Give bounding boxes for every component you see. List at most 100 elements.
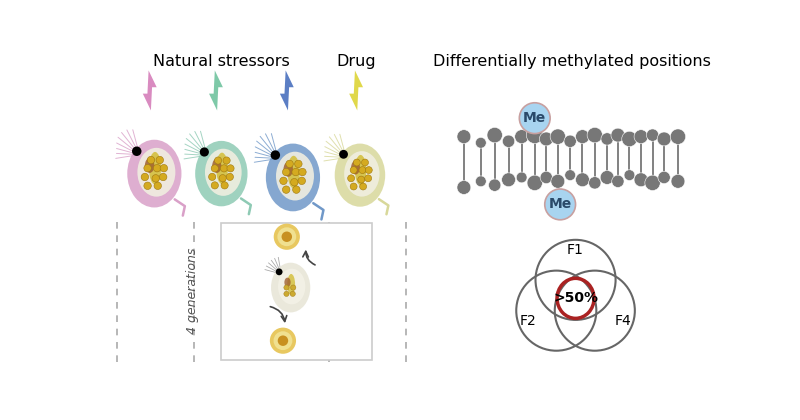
Circle shape — [527, 175, 542, 191]
Circle shape — [645, 175, 660, 191]
Circle shape — [359, 167, 366, 173]
Circle shape — [612, 175, 624, 187]
Text: 4 generations: 4 generations — [186, 247, 199, 334]
Circle shape — [502, 135, 514, 147]
Circle shape — [274, 223, 300, 250]
Circle shape — [564, 135, 576, 147]
Circle shape — [223, 157, 230, 164]
Circle shape — [587, 127, 602, 143]
FancyArrowPatch shape — [303, 252, 315, 265]
Circle shape — [489, 179, 501, 191]
Circle shape — [144, 182, 151, 189]
Circle shape — [575, 130, 590, 144]
Circle shape — [278, 227, 296, 246]
Circle shape — [526, 126, 543, 144]
Circle shape — [358, 176, 365, 183]
Text: >50%: >50% — [553, 291, 598, 305]
Circle shape — [348, 175, 354, 182]
Circle shape — [298, 177, 306, 184]
Circle shape — [270, 328, 296, 354]
Circle shape — [147, 156, 154, 164]
Circle shape — [141, 173, 149, 181]
Circle shape — [280, 177, 287, 184]
Circle shape — [475, 137, 486, 148]
Circle shape — [200, 147, 209, 157]
Circle shape — [221, 182, 228, 189]
Ellipse shape — [351, 160, 360, 174]
Text: F4: F4 — [615, 314, 632, 328]
Text: F1: F1 — [567, 243, 584, 257]
Circle shape — [270, 150, 280, 160]
Circle shape — [545, 189, 575, 220]
Circle shape — [634, 173, 648, 186]
Circle shape — [132, 147, 142, 156]
Circle shape — [362, 159, 369, 166]
Circle shape — [516, 172, 527, 183]
Circle shape — [502, 173, 515, 186]
Circle shape — [214, 157, 222, 164]
Circle shape — [152, 175, 159, 182]
Ellipse shape — [284, 278, 290, 287]
Circle shape — [226, 173, 234, 181]
Text: Natural stressors: Natural stressors — [153, 54, 290, 69]
Circle shape — [284, 291, 289, 297]
Circle shape — [350, 167, 357, 173]
Circle shape — [540, 171, 553, 184]
Circle shape — [293, 186, 300, 193]
Circle shape — [646, 129, 658, 141]
Circle shape — [294, 160, 302, 168]
Circle shape — [298, 168, 306, 176]
Circle shape — [519, 103, 550, 134]
Ellipse shape — [138, 148, 175, 197]
Circle shape — [286, 160, 294, 168]
Ellipse shape — [266, 144, 320, 211]
Bar — [222, 223, 371, 360]
Polygon shape — [143, 71, 157, 110]
Circle shape — [360, 183, 366, 190]
Circle shape — [290, 178, 298, 186]
Circle shape — [227, 165, 234, 172]
Circle shape — [634, 130, 648, 144]
Ellipse shape — [344, 151, 379, 197]
Circle shape — [670, 129, 686, 144]
Circle shape — [457, 130, 471, 144]
Circle shape — [366, 167, 372, 173]
Circle shape — [601, 133, 614, 145]
Polygon shape — [349, 71, 363, 110]
Circle shape — [220, 165, 227, 172]
Circle shape — [565, 170, 575, 181]
Circle shape — [657, 132, 671, 146]
Circle shape — [551, 174, 565, 188]
Text: F2: F2 — [519, 314, 536, 328]
Ellipse shape — [127, 140, 182, 207]
Circle shape — [159, 173, 167, 181]
Circle shape — [624, 170, 635, 181]
Circle shape — [290, 285, 296, 290]
Circle shape — [292, 168, 299, 176]
Polygon shape — [280, 71, 294, 110]
Circle shape — [278, 336, 288, 346]
Circle shape — [354, 159, 360, 166]
Circle shape — [282, 186, 290, 193]
Circle shape — [154, 182, 162, 189]
Ellipse shape — [278, 269, 306, 304]
Ellipse shape — [283, 162, 293, 177]
Circle shape — [550, 129, 566, 144]
Ellipse shape — [334, 144, 386, 207]
Ellipse shape — [149, 152, 161, 184]
Circle shape — [622, 131, 637, 147]
Circle shape — [658, 171, 670, 184]
Ellipse shape — [271, 262, 310, 312]
Text: Differentially methylated positions: Differentially methylated positions — [433, 54, 710, 69]
Ellipse shape — [216, 152, 228, 184]
Ellipse shape — [205, 149, 242, 196]
Circle shape — [365, 175, 372, 182]
Circle shape — [290, 291, 295, 297]
Circle shape — [487, 127, 502, 143]
Circle shape — [457, 181, 471, 194]
Text: Drug: Drug — [336, 54, 376, 69]
Circle shape — [144, 165, 151, 172]
Circle shape — [211, 182, 218, 189]
Circle shape — [514, 130, 529, 144]
Ellipse shape — [276, 152, 314, 200]
